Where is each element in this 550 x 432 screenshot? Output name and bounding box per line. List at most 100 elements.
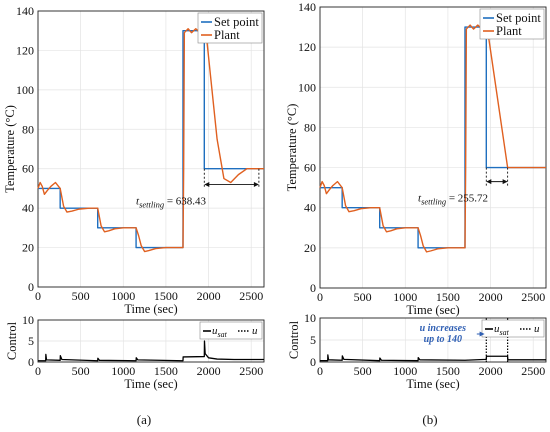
u-sat-line xyxy=(38,340,264,362)
temp-a-ytick-label: 0 xyxy=(28,280,34,294)
legend-label-plant: Plant xyxy=(214,28,240,42)
plant-line xyxy=(319,24,546,253)
note-arrowhead-icon xyxy=(479,331,485,337)
control-a-xtick-label: 1500 xyxy=(154,364,178,378)
temp-b-ytick-label: 120 xyxy=(298,40,316,54)
u-sat-line xyxy=(320,354,546,362)
control-a-xtick-label: 2000 xyxy=(197,364,221,378)
temp-a-ytick-label: 60 xyxy=(22,162,34,176)
control-chart-b: 0 500 1000 1500 2000 2500 0 5 10 Time (sec) Contro… xyxy=(287,311,547,391)
temp-a-ytick-label: 120 xyxy=(16,43,34,57)
panel-a: 0 500 1000 1500 2000 2500020406080100120140Ti… xyxy=(3,4,265,427)
temp-a-xtick-label: 1000 xyxy=(111,289,135,303)
temp-a-ytick-label: 100 xyxy=(16,83,34,97)
temp-a-ytick-label: 140 xyxy=(16,4,34,18)
temp-a-ytick-label: 40 xyxy=(22,201,34,215)
plant-line xyxy=(37,28,264,253)
temp-a-xlabel: Time (sec) xyxy=(124,302,177,316)
legend-label-u: u xyxy=(534,323,540,335)
legend-label-usat: usat xyxy=(212,325,228,339)
control-chart-a: 0 500 1000 1500 2000 2500 0 5 10 Time (sec) Contro… xyxy=(5,313,265,391)
temp-b-ytick-label: 20 xyxy=(304,241,316,255)
note-line-1: u increases xyxy=(420,323,467,334)
temp-b-xtick-label: 1000 xyxy=(393,290,417,304)
temp-b-xtick-label: 2000 xyxy=(479,290,503,304)
arrowhead-right-icon xyxy=(502,179,508,185)
control-legend-b: usat u xyxy=(481,319,545,338)
control-a-frame xyxy=(37,319,265,363)
temp-b-frame xyxy=(319,6,547,289)
temp-b-xtick-label: 1500 xyxy=(436,290,460,304)
control-a-ylabel: Control xyxy=(5,321,19,360)
control-b-frame xyxy=(319,317,547,363)
control-a-ytick-label: 10 xyxy=(22,313,34,327)
setpoint-line xyxy=(320,26,546,249)
setpoint-line xyxy=(38,30,264,249)
temp-b-ytick-label: 80 xyxy=(304,120,316,134)
panel-label-a: (a) xyxy=(137,412,151,427)
legend-label-setpoint: Set point xyxy=(214,15,259,29)
legend-box xyxy=(479,8,545,40)
arrowhead-left-icon xyxy=(204,181,210,187)
control-b-xtick-label: 2000 xyxy=(479,364,503,378)
settling-time-label-b: tsettling = 255.72 xyxy=(418,193,488,207)
control-b-xtick-label: 2500 xyxy=(521,364,545,378)
temp-b-ytick-label: 100 xyxy=(298,80,316,94)
temp-a-ylabel: Temperature (°C) xyxy=(3,105,17,193)
control-a-ytick-label: 5 xyxy=(28,334,34,348)
control-a-xtick-label: 2500 xyxy=(239,364,263,378)
temperature-chart-b: 0 500 1000 1500 2000 2500 0 20 40 60 80 100 120 140 Ti… xyxy=(285,0,547,317)
temp-b-ytick-label: 40 xyxy=(304,201,316,215)
legend-box xyxy=(197,12,263,44)
temperature-chart-a: 0 500 1000 1500 2000 2500 0 20 40 60 80 100 120 140 Ti… xyxy=(3,4,265,316)
legend-box xyxy=(481,319,545,338)
legend-label-plant: Plant xyxy=(496,24,522,38)
temp-a-ytick-label: 20 xyxy=(22,241,34,255)
control-b-xtick-label: 500 xyxy=(354,364,372,378)
temp-a-xtick-label: 500 xyxy=(72,289,90,303)
arrowhead-left-icon xyxy=(486,179,492,185)
settling-time-label-a: tsettling = 638.43 xyxy=(136,195,207,209)
temp-a-xtick-label: 0 xyxy=(35,289,41,303)
control-b-xtick-label: 1000 xyxy=(393,364,417,378)
temp-b-xtick-label: 0 xyxy=(317,290,323,304)
temp-a-frame xyxy=(37,10,265,288)
settling-time-marker-b: tsettling = 255.72 xyxy=(418,167,509,207)
control-b-ytick-label: 5 xyxy=(310,333,316,347)
settling-time-marker-a: tsettling = 638.43 xyxy=(136,168,260,209)
arrowhead-right-icon xyxy=(253,181,259,187)
note-line-2: up to 140 xyxy=(424,334,462,345)
legend-label-usat: usat xyxy=(494,323,510,337)
temp-a-xtick-label: 2500 xyxy=(239,289,263,303)
legend-box xyxy=(199,321,263,340)
control-legend-a: usat u xyxy=(199,321,263,340)
legend-label-setpoint: Set point xyxy=(496,11,541,25)
temp-a-xtick-label: 2000 xyxy=(197,289,221,303)
control-b-xlabel: Time (sec) xyxy=(406,377,459,391)
temp-b-ylabel: Temperature (°C) xyxy=(285,104,299,192)
temp-b-xtick-label: 2500 xyxy=(521,290,545,304)
control-a-xtick-label: 1000 xyxy=(111,364,135,378)
control-a-ytick-label: 0 xyxy=(28,355,34,369)
control-b-xtick-label: 1500 xyxy=(436,364,460,378)
control-b-ytick-label: 0 xyxy=(310,355,316,369)
panel-label-b: (b) xyxy=(422,412,437,427)
control-b-ylabel: Control xyxy=(287,320,301,359)
temp-a-xtick-label: 1500 xyxy=(154,289,178,303)
temp-a-ytick-label: 80 xyxy=(22,122,34,136)
panel-b: 0 500 1000 1500 2000 2500020406080100120140Ti… xyxy=(285,0,547,427)
temp-b-ytick-label: 60 xyxy=(304,161,316,175)
temp-b-ytick-label: 0 xyxy=(310,281,316,295)
legend-label-u: u xyxy=(252,325,258,337)
control-a-xlabel: Time (sec) xyxy=(124,377,177,391)
temp-b-ytick-label: 140 xyxy=(298,0,316,14)
control-a-xtick-label: 500 xyxy=(72,364,90,378)
temp-b-xtick-label: 500 xyxy=(354,290,372,304)
control-a-xtick-label: 0 xyxy=(35,364,41,378)
control-b-ytick-label: 10 xyxy=(304,311,316,325)
temp-b-xlabel: Time (sec) xyxy=(406,303,459,317)
